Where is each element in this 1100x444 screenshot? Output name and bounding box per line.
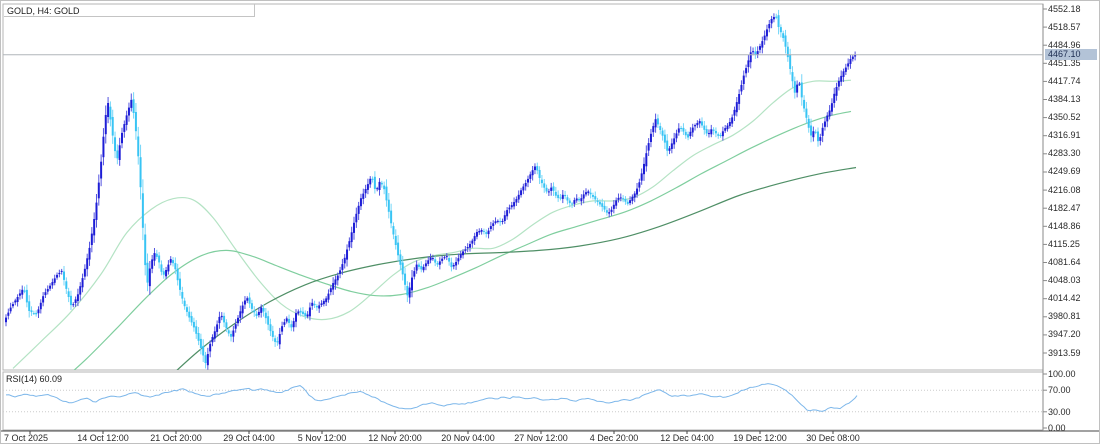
symbol-title: GOLD, H4: GOLD (7, 6, 80, 16)
price-axis-label: 4350.52 (1048, 112, 1081, 123)
time-axis-label: 30 Dec 08:00 (806, 433, 860, 443)
price-axis-label: 4518.57 (1048, 21, 1081, 32)
time-axis-label: 20 Nov 04:00 (441, 433, 495, 443)
price-axis-label: 4182.47 (1048, 202, 1081, 213)
price-axis-label: 4484.96 (1048, 39, 1081, 50)
time-axis-label: 27 Nov 12:00 (514, 433, 568, 443)
time-axis-label: 4 Dec 20:00 (589, 433, 639, 443)
rsi-indicator-label: RSI(14) 60.09 (6, 374, 63, 384)
time-axis-label: 7 Oct 2025 (4, 433, 49, 443)
rsi-axis-label: 0.00 (1048, 423, 1066, 433)
rsi-layer (3, 383, 1043, 413)
time-axis-label: 19 Dec 12:00 (733, 433, 787, 443)
price-axis-label: 4552.18 (1048, 3, 1081, 14)
price-axis-label: 4115.25 (1048, 238, 1080, 249)
time-axis-label: 14 Oct 12:00 (77, 433, 129, 443)
ma-fast-line (12, 79, 852, 369)
price-axis-label: 4014.42 (1048, 293, 1081, 304)
price-axis-label: 4148.86 (1048, 220, 1081, 231)
price-axis-label: 3913.59 (1048, 347, 1081, 358)
axis-ticks-layer (29, 8, 1047, 434)
candles-layer (5, 9, 857, 370)
ma-slow-line (176, 166, 857, 370)
rsi-line (5, 383, 858, 412)
rsi-axis-label: 100.00 (1048, 369, 1076, 379)
price-axis-label: 4316.91 (1048, 130, 1081, 141)
current-price-badge: 4467.10 (1045, 49, 1097, 61)
price-axis-label: 4081.64 (1048, 256, 1081, 267)
price-axis-label: 4249.69 (1048, 166, 1081, 177)
time-axis-label: 12 Nov 20:00 (368, 433, 422, 443)
rsi-axis-label: 30.00 (1048, 406, 1071, 417)
price-axis-label: 4216.08 (1048, 184, 1081, 195)
time-axis-label: 5 Nov 12:00 (297, 433, 347, 443)
price-axis-label: 3980.81 (1048, 311, 1081, 322)
time-axis-label: 12 Dec 04:00 (660, 433, 714, 443)
price-axis-label: 4048.03 (1048, 275, 1081, 286)
price-axis-label: 4384.13 (1048, 94, 1081, 105)
time-axis-label: 29 Oct 04:00 (223, 433, 275, 443)
time-axis-label: 21 Oct 20:00 (150, 433, 202, 443)
price-axis-label: 4451.35 (1048, 57, 1081, 68)
symbol-title-box (4, 4, 255, 17)
price-axis-label: 3947.20 (1048, 329, 1081, 340)
price-axis-label: 4283.30 (1048, 148, 1081, 159)
rsi-axis-label: 70.00 (1048, 385, 1071, 396)
ma-medium-line (73, 110, 852, 370)
price-axis-label: 4417.74 (1048, 75, 1081, 86)
panel-frames (1, 3, 1099, 432)
